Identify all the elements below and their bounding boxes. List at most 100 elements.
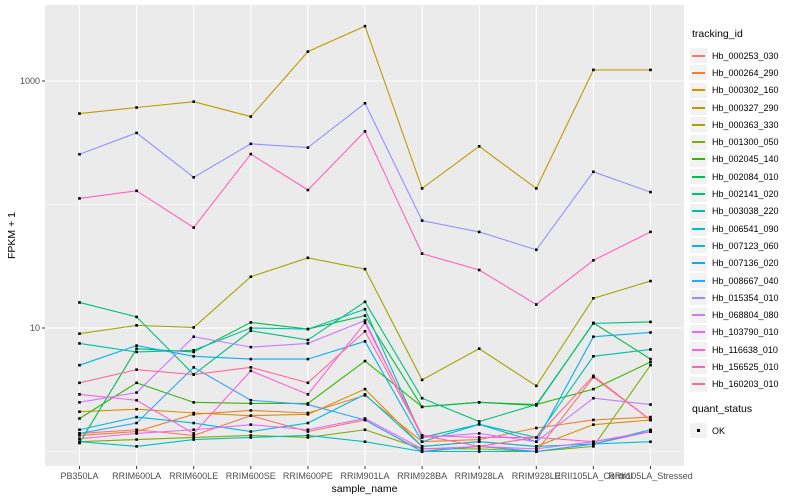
legend-item-label: Hb_000302_160: [712, 85, 779, 96]
legend-item-label: Hb_006541_090: [712, 223, 779, 234]
legend-color-swatch: [690, 203, 707, 219]
data-point: [592, 423, 595, 426]
data-point: [78, 417, 81, 420]
data-point: [78, 342, 81, 345]
legend-item-label: Hb_002084_010: [712, 171, 779, 182]
data-point: [249, 409, 253, 412]
data-point: [535, 450, 538, 453]
data-point: [649, 430, 652, 433]
data-point: [420, 436, 424, 439]
data-point: [249, 366, 253, 369]
data-point: [135, 391, 138, 394]
data-point: [306, 403, 310, 406]
data-point: [249, 402, 253, 405]
data-point: [535, 303, 538, 306]
y-tick-label: 10: [30, 323, 40, 333]
line-swatch-icon: [692, 89, 705, 92]
data-point: [192, 401, 195, 404]
data-point: [135, 381, 138, 385]
data-point: [592, 374, 595, 378]
data-point: [192, 176, 195, 179]
legend-item-Hb_007123_060: Hb_007123_060: [690, 237, 800, 254]
data-point: [649, 415, 652, 419]
legend-color-swatch: [690, 290, 707, 306]
legend-color-swatch: [690, 273, 707, 288]
legend-color-swatch: [690, 186, 707, 202]
data-point: [649, 403, 652, 406]
legend-item-Hb_160203_010: Hb_160203_010: [690, 376, 800, 393]
data-point: [78, 393, 81, 396]
line-swatch-icon: [692, 365, 705, 368]
line-swatch-icon: [692, 262, 705, 265]
legend-color-swatch: [690, 342, 707, 358]
line-swatch-icon: [692, 106, 705, 109]
data-point: [192, 226, 195, 229]
legend-item-label: Hb_000327_290: [712, 102, 779, 113]
data-point: [649, 428, 652, 432]
line-swatch-icon: [692, 314, 705, 317]
data-point: [420, 252, 424, 255]
data-point: [363, 319, 367, 322]
legend-color-swatch: [690, 255, 707, 271]
data-point: [363, 24, 367, 28]
legend-item-label: Hb_103790_010: [712, 327, 779, 338]
data-point: [192, 366, 195, 369]
legend-item-Hb_068804_080: Hb_068804_080: [690, 306, 800, 323]
data-point: [535, 248, 538, 252]
data-point: [535, 384, 538, 388]
legend-item-label: Hb_003038_220: [712, 206, 779, 217]
line-swatch-icon: [692, 175, 705, 178]
data-point: [135, 189, 138, 193]
legend-item-label: Hb_008667_040: [712, 275, 779, 286]
data-point: [649, 440, 652, 444]
data-point: [78, 410, 81, 414]
y-tick-label: 1000: [20, 76, 40, 86]
data-point: [477, 432, 481, 435]
data-point: [135, 350, 138, 354]
data-point: [592, 442, 595, 446]
y-axis-title: FPKM + 1: [6, 212, 18, 259]
data-point: [363, 130, 367, 133]
data-point: [249, 414, 253, 417]
data-point: [192, 413, 195, 416]
data-point: [649, 360, 652, 364]
data-point: [592, 322, 595, 325]
legend-color-swatch: [690, 48, 707, 64]
data-point: [477, 438, 481, 441]
data-point: [249, 152, 253, 156]
line-swatch-icon: [692, 244, 705, 247]
data-point: [135, 415, 138, 419]
legend-item-label: Hb_002141_020: [712, 189, 779, 200]
legend-item-Hb_002084_010: Hb_002084_010: [690, 168, 800, 185]
data-point: [649, 348, 652, 351]
data-point: [592, 387, 595, 391]
data-point: [363, 267, 367, 271]
ok-point-swatch: [690, 423, 707, 439]
x-tick-label: RRII105LA_Stressed: [608, 471, 693, 481]
line-swatch-icon: [692, 158, 705, 161]
data-point: [420, 405, 424, 409]
data-point: [135, 445, 138, 448]
data-point: [135, 315, 138, 319]
data-point: [249, 423, 253, 426]
data-point: [78, 432, 81, 435]
data-point: [306, 146, 310, 149]
legend-item-Hb_116638_010: Hb_116638_010: [690, 341, 800, 358]
data-point: [249, 329, 253, 333]
line-swatch-icon: [692, 210, 705, 213]
data-point: [135, 428, 138, 432]
legend-item-Hb_156525_010: Hb_156525_010: [690, 358, 800, 375]
data-point: [306, 342, 310, 345]
legend-color-swatch: [690, 117, 707, 133]
data-point: [649, 418, 652, 422]
data-point: [592, 296, 595, 300]
legend-item-Hb_007136_020: Hb_007136_020: [690, 255, 800, 272]
legend-item-Hb_000327_290: Hb_000327_290: [690, 99, 800, 116]
data-point: [363, 440, 367, 444]
data-point: [249, 275, 253, 279]
data-point: [363, 101, 367, 105]
data-point: [78, 428, 81, 432]
data-point: [192, 354, 195, 358]
legend-item-label: Hb_000264_290: [712, 67, 779, 78]
data-point: [192, 373, 195, 376]
